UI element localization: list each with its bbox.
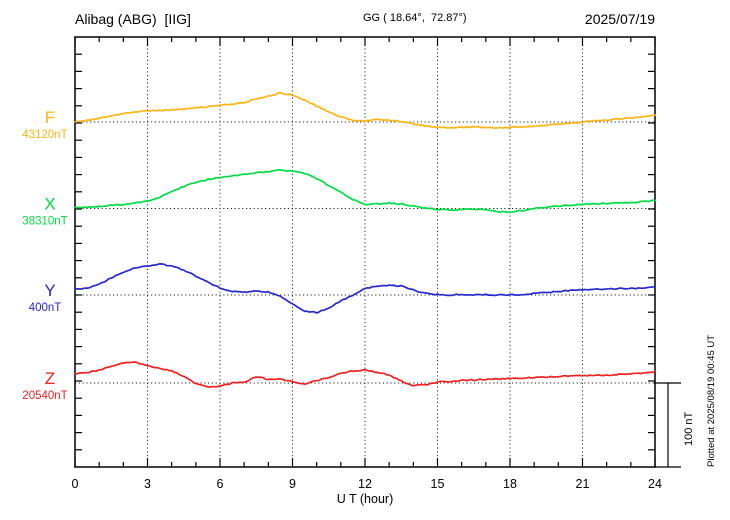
scale-bar-label: 100 nT (683, 411, 695, 446)
x-tick-label: 12 (358, 477, 372, 491)
x-tick-label: 21 (576, 477, 590, 491)
series-letter-Z: Z (45, 369, 55, 388)
geo-coordinates: GG ( 18.64°, 72.87°) (363, 12, 467, 24)
x-axis-title: U T (hour) (337, 492, 394, 506)
series-curve-Z (74, 361, 656, 388)
series-baseline-value-X: 38310nT (22, 216, 67, 228)
series-letter-Y: Y (44, 281, 55, 300)
x-tick-label: 6 (217, 477, 224, 491)
series-baseline-value-F: 43120nT (22, 129, 67, 141)
series-curve-F (74, 91, 656, 130)
x-tick-label: 18 (503, 477, 517, 491)
plot-date: 2025/07/19 (584, 11, 655, 27)
series-curve-X (74, 168, 656, 214)
series-letter-X: X (44, 195, 55, 214)
series-baseline-value-Y: 400nT (29, 302, 62, 314)
series-curve-Y (74, 263, 656, 314)
series-baseline-value-Z: 20540nT (22, 390, 67, 402)
station-title: Alibag (ABG) [IIG] (75, 11, 191, 27)
x-tick-label: 24 (648, 477, 662, 491)
x-tick-label: 3 (144, 477, 151, 491)
series-letter-F: F (45, 108, 55, 127)
x-tick-label: 0 (72, 477, 79, 491)
x-tick-label: 9 (289, 477, 296, 491)
x-tick-label: 15 (431, 477, 445, 491)
plotted-at-note: Plotted at 2025/08/19 00:45 UT (706, 335, 717, 467)
